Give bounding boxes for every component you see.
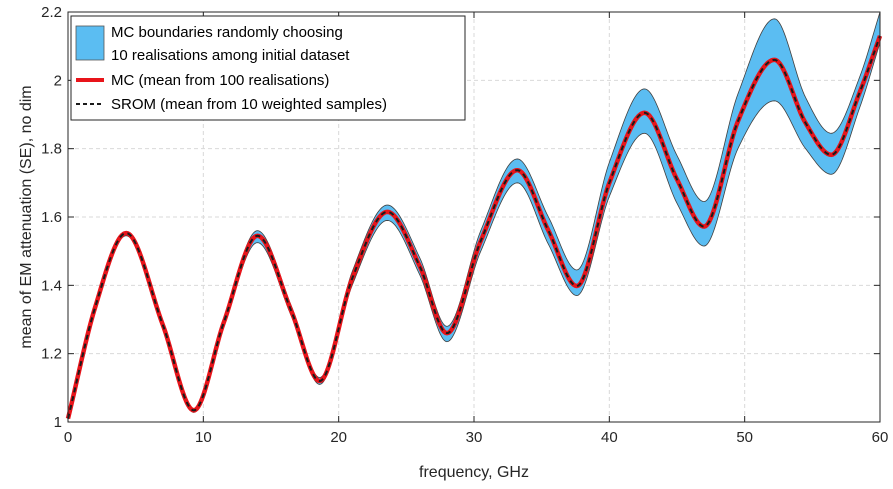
y-tick-label: 1.2 [41, 346, 62, 363]
x-tick-label: 10 [195, 429, 212, 446]
x-tick-label: 50 [736, 429, 753, 446]
x-tick-label: 20 [330, 429, 347, 446]
legend: MC boundaries randomly choosing 10 reali… [70, 15, 466, 121]
legend-label-band-line2: 10 realisations among initial dataset [111, 47, 350, 64]
y-tick-label: 2.2 [41, 4, 62, 21]
y-tick-label: 1.8 [41, 141, 62, 158]
x-tick-label: 0 [64, 429, 72, 446]
line-layer [65, 35, 883, 420]
legend-label-srom: SROM (mean from 10 weighted samples) [111, 96, 387, 113]
y-tick-label: 1.4 [41, 277, 62, 294]
y-tick-label: 1.6 [41, 209, 62, 226]
x-axis-title: frequency, GHz [419, 464, 529, 481]
legend-label-band-line1: MC boundaries randomly choosing [111, 24, 343, 41]
y-tick-label: 2 [54, 72, 62, 89]
y-axis-title: mean of EM attenuation (SE), no dim [18, 85, 35, 348]
x-tick-label: 30 [466, 429, 483, 446]
y-tick-label: 1 [54, 414, 62, 431]
x-tick-label: 40 [601, 429, 618, 446]
x-tick-label: 60 [872, 429, 889, 446]
legend-swatch-band [75, 25, 105, 61]
legend-box [70, 15, 466, 121]
tick-labels: 0 10 20 30 40 50 60 1 1.2 1.4 1.6 1.8 2 2.2 [41, 4, 888, 446]
grid [68, 12, 880, 422]
series-band-fill [68, 12, 880, 420]
legend-label-mc: MC (mean from 100 realisations) [111, 72, 329, 89]
series-line-srom [67, 35, 881, 419]
